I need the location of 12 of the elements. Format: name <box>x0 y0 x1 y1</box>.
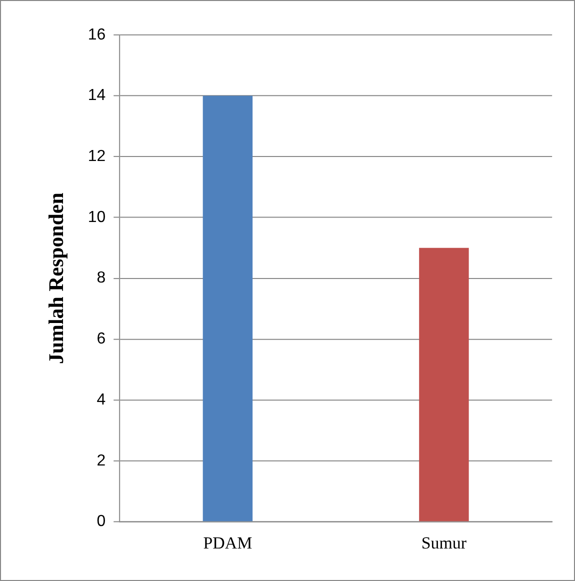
y-tick-label: 10 <box>88 208 106 226</box>
x-tick-label: PDAM <box>203 533 252 552</box>
x-tick-label: Sumur <box>421 533 467 552</box>
y-tick-label: 12 <box>88 148 106 166</box>
y-tick-label: 16 <box>88 26 106 44</box>
y-axis-title: Jumlah Responden <box>44 192 68 364</box>
y-tick-label: 2 <box>96 452 106 470</box>
y-tick-label: 14 <box>88 87 106 104</box>
y-tick-label: 6 <box>96 330 106 348</box>
y-tick-label: 8 <box>96 270 106 287</box>
y-tick-label: 0 <box>96 513 106 530</box>
y-tick-label: 4 <box>96 391 106 408</box>
